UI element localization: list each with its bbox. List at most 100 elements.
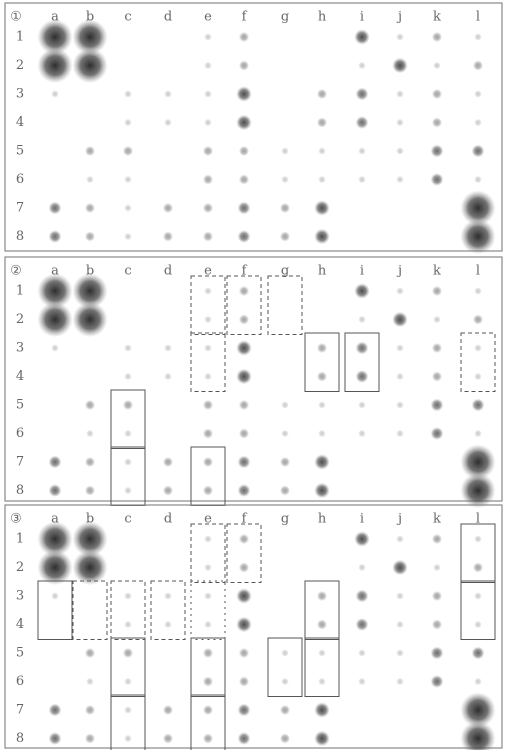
row-label: 5 [16, 144, 24, 159]
spot [281, 176, 289, 184]
spot [472, 145, 485, 158]
spot [123, 648, 133, 658]
column-label: f [242, 10, 248, 25]
spot [432, 286, 442, 296]
highlight-box [191, 447, 225, 506]
spot [51, 90, 59, 98]
highlight-box [461, 524, 495, 583]
highlight-box [305, 581, 339, 640]
spot [204, 373, 212, 381]
spot [280, 485, 290, 495]
spot [356, 342, 369, 355]
spot [124, 119, 132, 127]
spot [474, 176, 482, 184]
spot [85, 705, 95, 715]
spot [358, 147, 366, 155]
spot [51, 344, 59, 352]
spot [163, 203, 173, 213]
spot [203, 648, 213, 658]
spot [124, 176, 132, 184]
spot [239, 146, 249, 156]
spot [280, 231, 290, 241]
spot [238, 484, 251, 497]
spot [123, 146, 133, 156]
spot [431, 647, 444, 660]
spot [472, 399, 485, 412]
spot [431, 145, 444, 158]
spot [474, 344, 482, 352]
spot [164, 344, 172, 352]
column-label: l [476, 264, 480, 279]
spot [204, 344, 212, 352]
spot [392, 312, 408, 328]
row-label: 4 [16, 369, 24, 384]
spot [358, 564, 366, 572]
spot [432, 591, 442, 601]
spot [358, 62, 366, 70]
spot [317, 371, 327, 381]
spot [204, 287, 212, 295]
spot [396, 176, 404, 184]
spot [49, 230, 62, 243]
spot [86, 678, 94, 686]
spot [281, 401, 289, 409]
spot [356, 590, 369, 603]
spot [318, 430, 326, 438]
spot [239, 174, 249, 184]
row-label: 8 [16, 483, 24, 498]
row-label: 3 [16, 589, 24, 604]
highlight-box [305, 638, 339, 697]
highlight-box [461, 333, 495, 392]
spot [314, 229, 330, 245]
spot [124, 430, 132, 438]
spot [85, 231, 95, 241]
spot [163, 457, 173, 467]
spot [318, 649, 326, 657]
spot [396, 649, 404, 657]
spot [204, 119, 212, 127]
spot [236, 340, 252, 356]
column-label: k [433, 10, 441, 25]
row-label: 8 [16, 731, 24, 746]
highlight-box [191, 581, 225, 640]
spot [358, 430, 366, 438]
spot [318, 176, 326, 184]
spot [354, 283, 370, 299]
spot [280, 457, 290, 467]
column-label: e [204, 10, 212, 25]
panel-label: ② [10, 264, 22, 279]
row-label: 3 [16, 87, 24, 102]
spot [239, 32, 249, 42]
spot [392, 58, 408, 74]
spot [396, 373, 404, 381]
spot [204, 62, 212, 70]
spot [204, 90, 212, 98]
spot [358, 401, 366, 409]
highlight-box [305, 333, 339, 392]
array-figure: ①abcdefghijkl12345678②abcdefghijkl123456… [0, 0, 508, 750]
row-label: 7 [16, 201, 24, 216]
spot [432, 32, 442, 42]
spot [433, 564, 441, 572]
spot [431, 173, 444, 186]
spot [472, 647, 485, 660]
spot [474, 430, 482, 438]
column-label: h [318, 512, 327, 527]
column-label: i [360, 264, 364, 279]
spot [239, 648, 249, 658]
column-label: g [281, 10, 289, 25]
spot [85, 485, 95, 495]
spot [433, 62, 441, 70]
spot [280, 705, 290, 715]
row-label: 6 [16, 172, 24, 187]
spot [433, 316, 441, 324]
spot [317, 619, 327, 629]
spot [236, 115, 252, 131]
spot [124, 204, 132, 212]
row-label: 2 [16, 312, 24, 327]
spot [164, 119, 172, 127]
row-label: 1 [16, 284, 24, 299]
spot [473, 60, 483, 70]
column-label: i [360, 10, 364, 25]
spot [203, 203, 213, 213]
